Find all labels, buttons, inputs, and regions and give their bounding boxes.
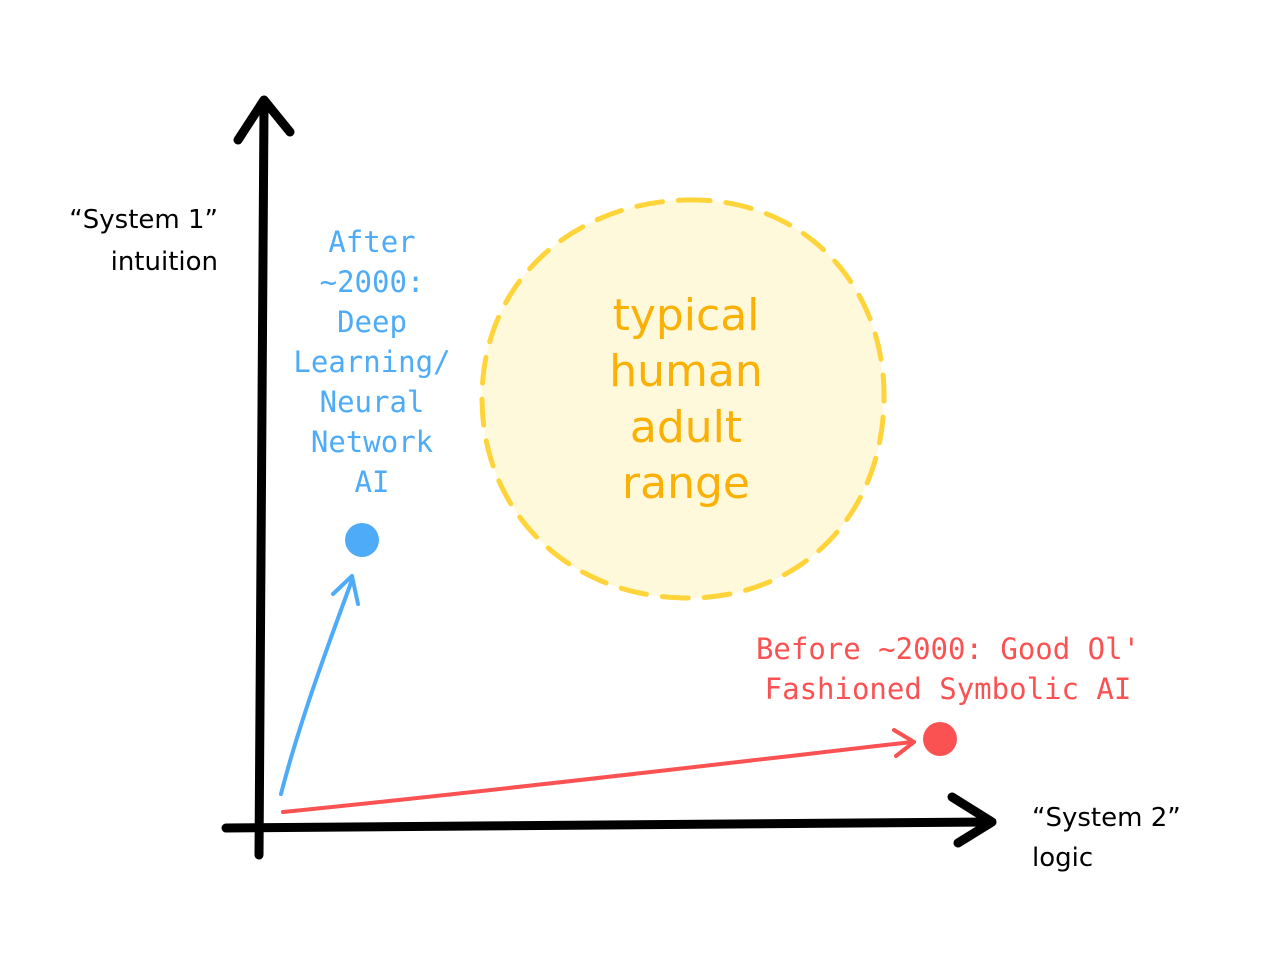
deep-learning-label-5: Neural bbox=[320, 385, 425, 419]
y-axis-arrowhead bbox=[233, 95, 295, 145]
deep-learning-arrow-shaft bbox=[279, 578, 354, 796]
y-axis-label-line1: “System 1” bbox=[69, 205, 218, 235]
deep-learning-label: After ~2000: Deep Learning/ Neural Netwo… bbox=[293, 225, 450, 499]
symbolic-ai-arrow bbox=[281, 728, 916, 814]
symbolic-ai-label-2: Fashioned Symbolic AI bbox=[765, 672, 1132, 706]
deep-learning-label-6: Network bbox=[311, 425, 434, 459]
x-axis bbox=[221, 792, 997, 848]
human-range-label-3: adult bbox=[630, 402, 742, 453]
deep-learning-arrow bbox=[279, 574, 360, 796]
deep-learning-label-1: After bbox=[328, 225, 415, 259]
deep-learning-label-2: ~2000: bbox=[320, 265, 425, 299]
symbolic-ai-point bbox=[923, 722, 957, 756]
human-range-label-4: range bbox=[622, 458, 750, 509]
deep-learning-point bbox=[345, 523, 379, 557]
y-axis bbox=[233, 95, 295, 860]
human-range-region: typical human adult range bbox=[479, 197, 887, 601]
y-axis-line bbox=[254, 103, 269, 860]
symbolic-ai-arrowhead bbox=[892, 728, 916, 758]
deep-learning-label-4: Learning/ bbox=[293, 345, 450, 379]
human-range-circle bbox=[479, 197, 887, 601]
x-axis-label-line2: logic bbox=[1032, 843, 1093, 873]
x-axis-label-line1: “System 2” bbox=[1032, 803, 1181, 833]
deep-learning-label-7: AI bbox=[355, 465, 390, 499]
x-axis-arrowhead bbox=[947, 792, 997, 848]
symbolic-ai-label-1: Before ~2000: Good Ol' bbox=[756, 632, 1140, 666]
symbolic-ai-label: Before ~2000: Good Ol' Fashioned Symboli… bbox=[756, 632, 1140, 706]
x-axis-line bbox=[221, 817, 995, 833]
deep-learning-label-3: Deep bbox=[337, 305, 407, 339]
deep-learning-arrowhead bbox=[331, 574, 360, 606]
human-range-label-2: human bbox=[609, 346, 762, 397]
y-axis-label-line2: intuition bbox=[111, 247, 218, 277]
human-range-label-1: typical bbox=[613, 290, 760, 341]
symbolic-ai-arrow-shaft bbox=[281, 740, 914, 814]
